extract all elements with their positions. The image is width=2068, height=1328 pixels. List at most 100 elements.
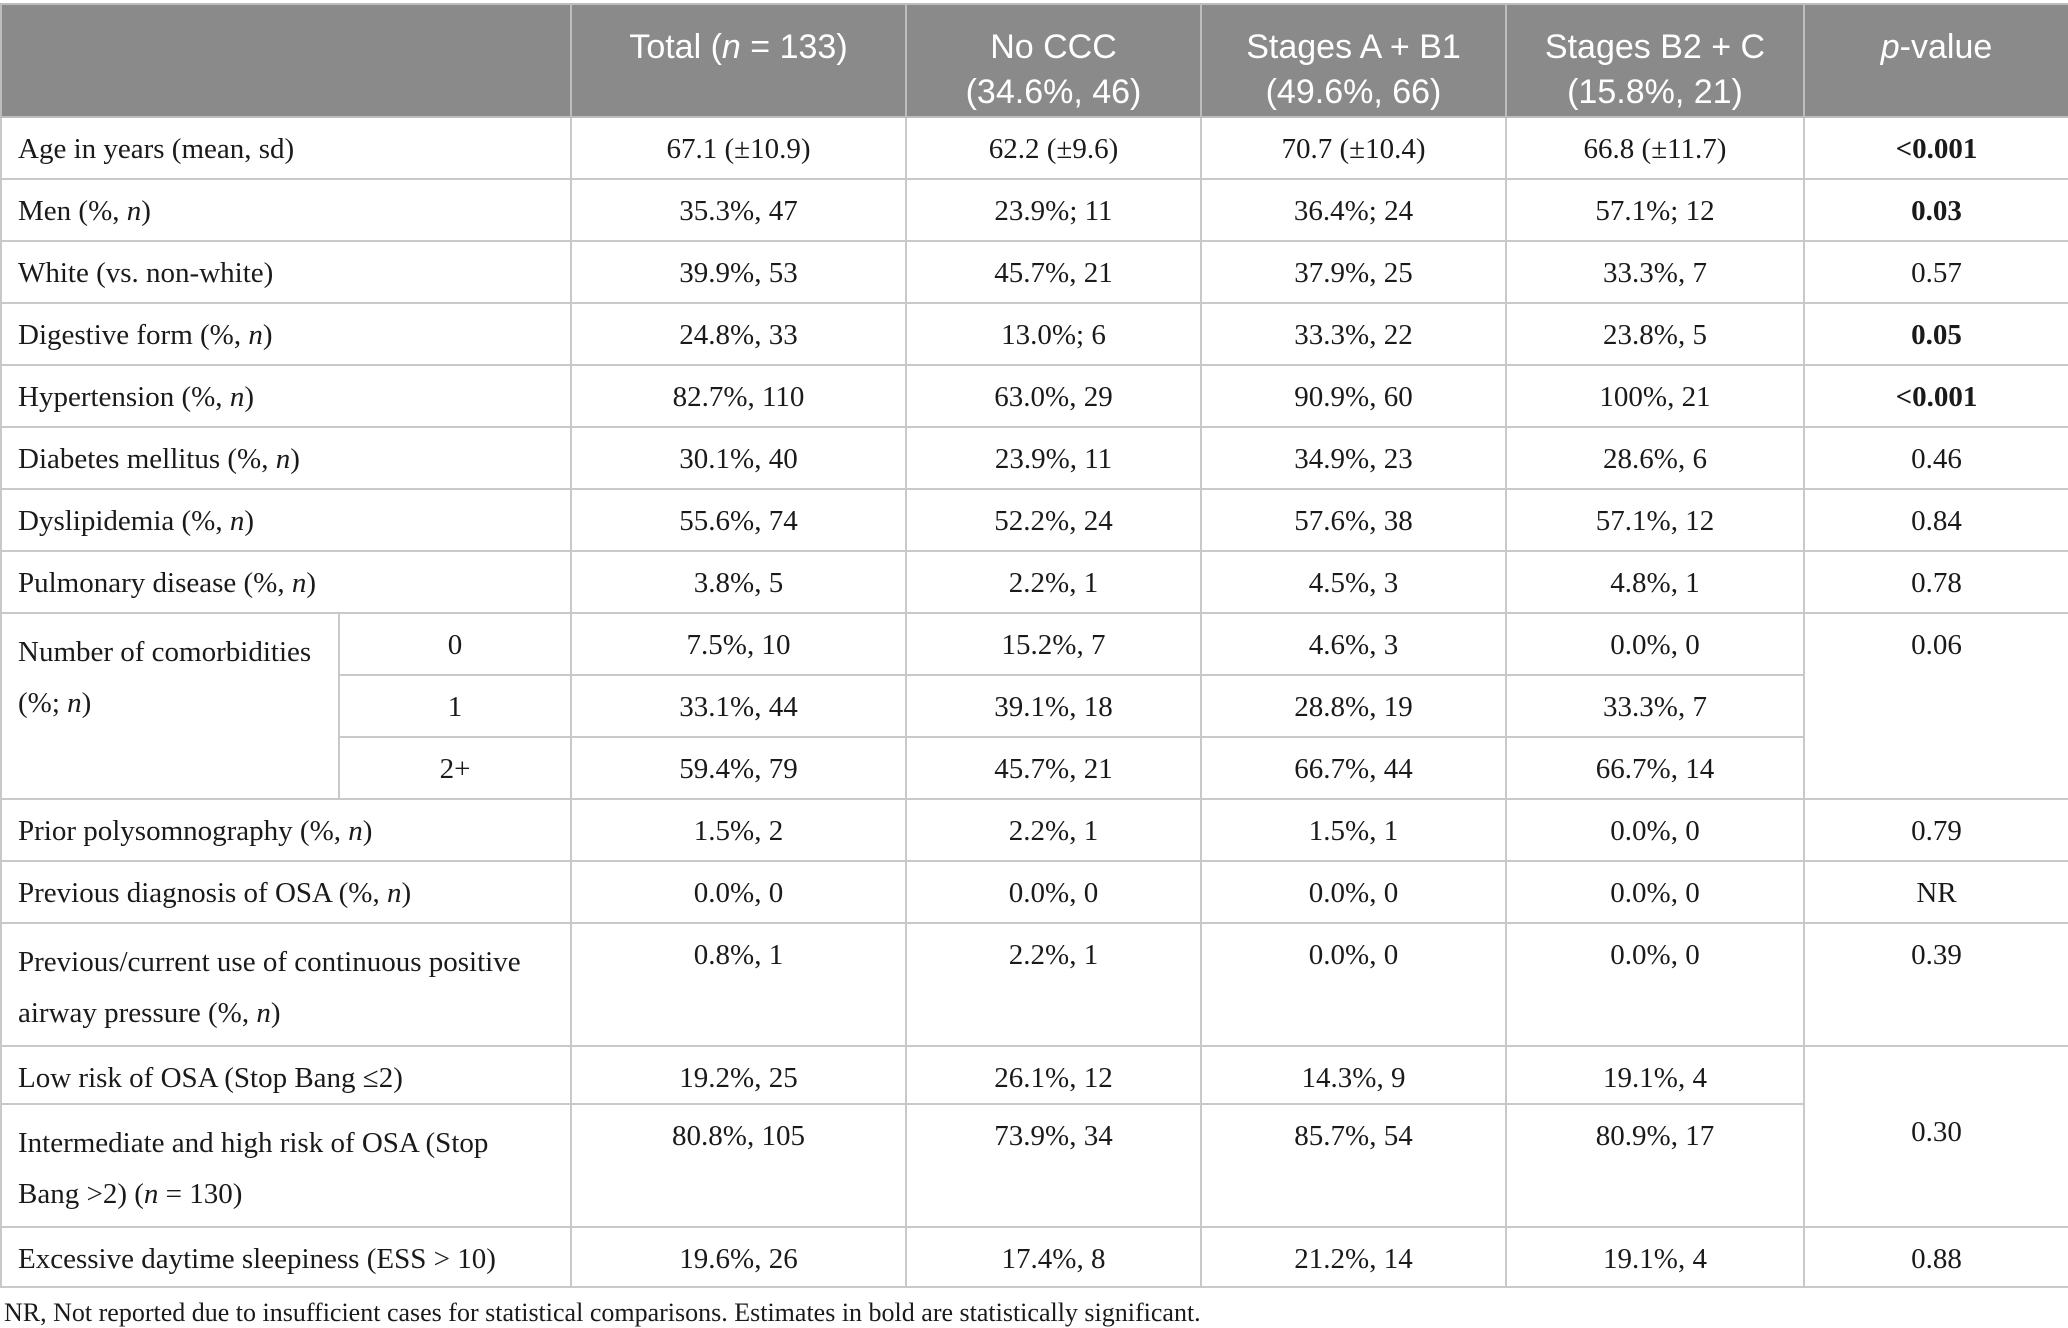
cell-no-ccc: 13.0%; 6	[905, 302, 1202, 366]
row-label: Digestive form (%, n)	[0, 302, 572, 366]
cell-no-ccc: 0.0%, 0	[905, 860, 1202, 924]
row-white: White (vs. non-white) 39.9%, 53 45.7%, 2…	[0, 240, 2068, 304]
cell-stages-a-b1: 33.3%, 22	[1200, 302, 1507, 366]
row-label: Number of comorbidities (%; n)	[0, 612, 340, 800]
header-p-value: p-value	[1803, 3, 2068, 118]
row-label: Previous diagnosis of OSA (%, n)	[0, 860, 572, 924]
cell-p-value: 0.05	[1803, 302, 2068, 366]
row-comorbidities-0: Number of comorbidities (%; n) 0 7.5%, 10…	[0, 612, 2068, 800]
cell-stages-a-b1: 0.0%, 0	[1200, 860, 1507, 924]
cell-total: 55.6%, 74	[570, 488, 907, 552]
cell-stages-b2-c: 0.0%, 0	[1505, 612, 1805, 676]
cell-p-value: 0.79	[1803, 798, 2068, 862]
cell-p-value: 0.39	[1803, 922, 2068, 1047]
cell-no-ccc: 45.7%, 21	[905, 736, 1202, 800]
cell-p-value: 0.88	[1803, 1225, 2068, 1288]
row-label: Low risk of OSA (Stop Bang ≤2)	[0, 1044, 572, 1106]
cell-total: 35.3%, 47	[570, 178, 907, 242]
row-intermediate-high-risk-osa: Intermediate and high risk of OSA (Stop …	[0, 1103, 2068, 1228]
cell-p-value: 0.84	[1803, 488, 2068, 552]
row-men: Men (%, n) 35.3%, 47 23.9%; 11 36.4%; 24…	[0, 178, 2068, 242]
cell-stages-a-b1: 21.2%, 14	[1200, 1225, 1507, 1288]
cell-no-ccc: 2.2%, 1	[905, 922, 1202, 1047]
cell-total: 59.4%, 79	[570, 736, 907, 800]
cell-p-value: 0.30	[1803, 1044, 2068, 1228]
row-previous-osa-diagnosis: Previous diagnosis of OSA (%, n) 0.0%, 0…	[0, 860, 2068, 924]
cell-total: 0.8%, 1	[570, 922, 907, 1047]
cell-stages-a-b1: 36.4%; 24	[1200, 178, 1507, 242]
cell-total: 7.5%, 10	[570, 612, 907, 676]
cell-no-ccc: 39.1%, 18	[905, 674, 1202, 738]
cell-p-value: <0.001	[1803, 364, 2068, 428]
cell-total: 3.8%, 5	[570, 550, 907, 614]
cell-total: 0.0%, 0	[570, 860, 907, 924]
cell-stages-a-b1: 66.7%, 44	[1200, 736, 1507, 800]
row-dyslipidemia: Dyslipidemia (%, n) 55.6%, 74 52.2%, 24 …	[0, 488, 2068, 552]
cell-p-value: <0.001	[1803, 116, 2068, 180]
cell-stages-a-b1: 70.7 (±10.4)	[1200, 116, 1507, 180]
row-label: Men (%, n)	[0, 178, 572, 242]
row-label: Diabetes mellitus (%, n)	[0, 426, 572, 490]
cell-total: 80.8%, 105	[570, 1103, 907, 1228]
row-label: Intermediate and high risk of OSA (Stop …	[0, 1103, 572, 1228]
cell-no-ccc: 17.4%, 8	[905, 1225, 1202, 1288]
patient-characteristics-table: Total (n = 133) No CCC (34.6%, 46) Stages…	[0, 3, 2068, 1288]
cell-total: 19.2%, 25	[570, 1044, 907, 1106]
cell-stages-b2-c: 80.9%, 17	[1505, 1103, 1805, 1228]
cell-total: 39.9%, 53	[570, 240, 907, 304]
header-stages-b2-c: Stages B2 + C (15.8%, 21)	[1505, 3, 1805, 118]
row-label: White (vs. non-white)	[0, 240, 572, 304]
cell-no-ccc: 2.2%, 1	[905, 550, 1202, 614]
cell-stages-a-b1: 1.5%, 1	[1200, 798, 1507, 862]
cell-total: 24.8%, 33	[570, 302, 907, 366]
cell-stages-b2-c: 66.8 (±11.7)	[1505, 116, 1805, 180]
row-excessive-daytime-sleepiness: Excessive daytime sleepiness (ESS ˃ 10) …	[0, 1225, 2068, 1288]
cell-stages-a-b1: 14.3%, 9	[1200, 1044, 1507, 1106]
row-label: Previous/current use of continuous posit…	[0, 922, 572, 1047]
cell-stages-b2-c: 28.6%, 6	[1505, 426, 1805, 490]
cell-p-value: 0.78	[1803, 550, 2068, 614]
cell-stages-b2-c: 0.0%, 0	[1505, 860, 1805, 924]
row-sublevel: 2+	[338, 736, 572, 800]
row-label: Hypertension (%, n)	[0, 364, 572, 428]
cell-total: 82.7%, 110	[570, 364, 907, 428]
cell-stages-b2-c: 19.1%, 4	[1505, 1044, 1805, 1106]
cell-stages-b2-c: 57.1%, 12	[1505, 488, 1805, 552]
cell-stages-a-b1: 85.7%, 54	[1200, 1103, 1507, 1228]
cell-stages-b2-c: 0.0%, 0	[1505, 922, 1805, 1047]
table-footnote: NR, Not reported due to insufficient cas…	[4, 1297, 1201, 1327]
row-cpap-use: Previous/current use of continuous posit…	[0, 922, 2068, 1047]
cell-stages-a-b1: 0.0%, 0	[1200, 922, 1507, 1047]
row-label: Pulmonary disease (%, n)	[0, 550, 572, 614]
cell-stages-b2-c: 0.0%, 0	[1505, 798, 1805, 862]
cell-stages-a-b1: 28.8%, 19	[1200, 674, 1507, 738]
row-pulmonary-disease: Pulmonary disease (%, n) 3.8%, 5 2.2%, 1…	[0, 550, 2068, 614]
cell-total: 30.1%, 40	[570, 426, 907, 490]
cell-no-ccc: 23.9%; 11	[905, 178, 1202, 242]
cell-stages-b2-c: 33.3%, 7	[1505, 674, 1805, 738]
cell-no-ccc: 73.9%, 34	[905, 1103, 1202, 1228]
cell-stages-a-b1: 34.9%, 23	[1200, 426, 1507, 490]
row-label: Age in years (mean, sd)	[0, 116, 572, 180]
row-hypertension: Hypertension (%, n) 82.7%, 110 63.0%, 29…	[0, 364, 2068, 428]
header-total: Total (n = 133)	[570, 3, 907, 118]
cell-p-value: 0.46	[1803, 426, 2068, 490]
cell-p-value: NR	[1803, 860, 2068, 924]
row-label: Prior polysomnography (%, n)	[0, 798, 572, 862]
cell-total: 67.1 (±10.9)	[570, 116, 907, 180]
cell-stages-a-b1: 4.6%, 3	[1200, 612, 1507, 676]
cell-no-ccc: 15.2%, 7	[905, 612, 1202, 676]
row-digestive-form: Digestive form (%, n) 24.8%, 33 13.0%; 6…	[0, 302, 2068, 366]
cell-no-ccc: 23.9%, 11	[905, 426, 1202, 490]
header-stages-a-b1: Stages A + B1 (49.6%, 66)	[1200, 3, 1507, 118]
cell-stages-b2-c: 57.1%; 12	[1505, 178, 1805, 242]
header-row: Total (n = 133) No CCC (34.6%, 46) Stages…	[0, 3, 2068, 118]
cell-stages-a-b1: 37.9%, 25	[1200, 240, 1507, 304]
cell-no-ccc: 62.2 (±9.6)	[905, 116, 1202, 180]
cell-total: 1.5%, 2	[570, 798, 907, 862]
row-label: Excessive daytime sleepiness (ESS ˃ 10)	[0, 1225, 572, 1288]
cell-no-ccc: 45.7%, 21	[905, 240, 1202, 304]
cell-stages-a-b1: 57.6%, 38	[1200, 488, 1507, 552]
cell-stages-b2-c: 23.8%, 5	[1505, 302, 1805, 366]
